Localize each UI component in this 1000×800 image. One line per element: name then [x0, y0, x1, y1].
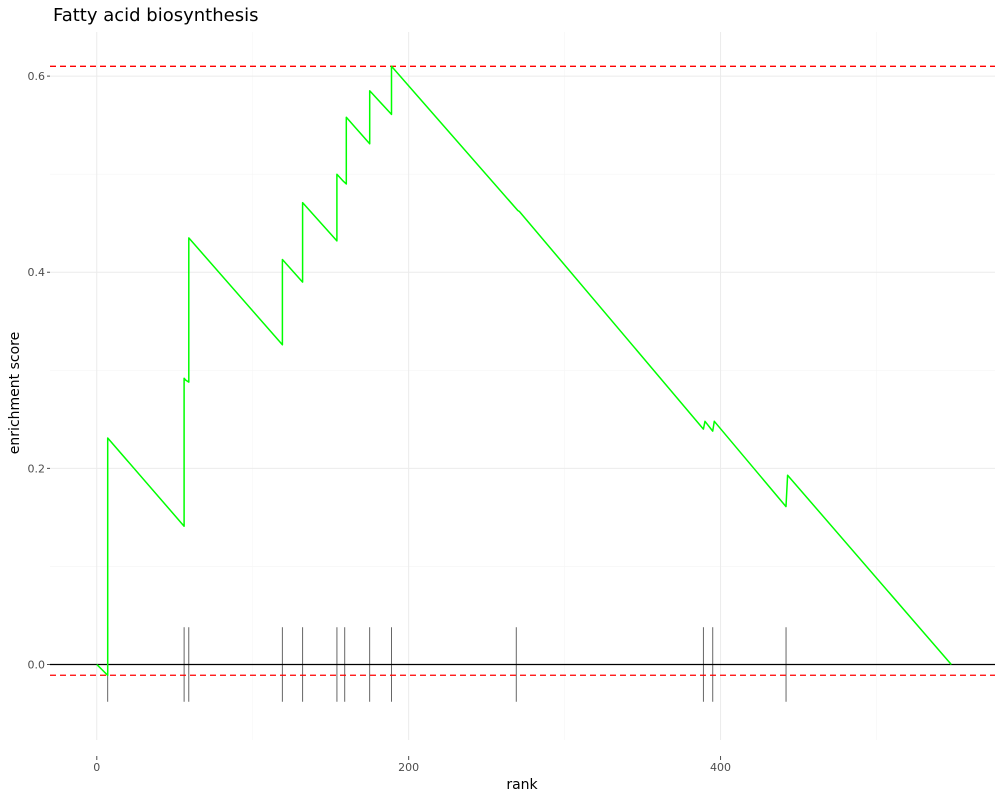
x-tick-label: 0: [93, 761, 100, 774]
x-tick-label: 200: [398, 761, 419, 774]
grid-lines: [50, 32, 995, 740]
x-axis-ticks: 0 200 400: [93, 756, 731, 774]
x-tick-label: 400: [710, 761, 731, 774]
y-tick-label: 0.6: [28, 70, 46, 83]
x-axis-title: rank: [506, 777, 538, 793]
y-tick-label: 0.2: [28, 462, 46, 475]
chart-title: Fatty acid biosynthesis: [53, 5, 258, 26]
reference-lines: [50, 65, 995, 676]
y-axis-ticks: 0.0 0.2 0.4 0.6: [28, 70, 50, 671]
es-series-line: [96, 65, 952, 677]
y-tick-label: 0.4: [28, 266, 46, 279]
y-tick-label: 0.0: [28, 658, 46, 671]
running-es-series: [96, 65, 952, 677]
y-axis-title: enrichment score: [7, 332, 23, 454]
